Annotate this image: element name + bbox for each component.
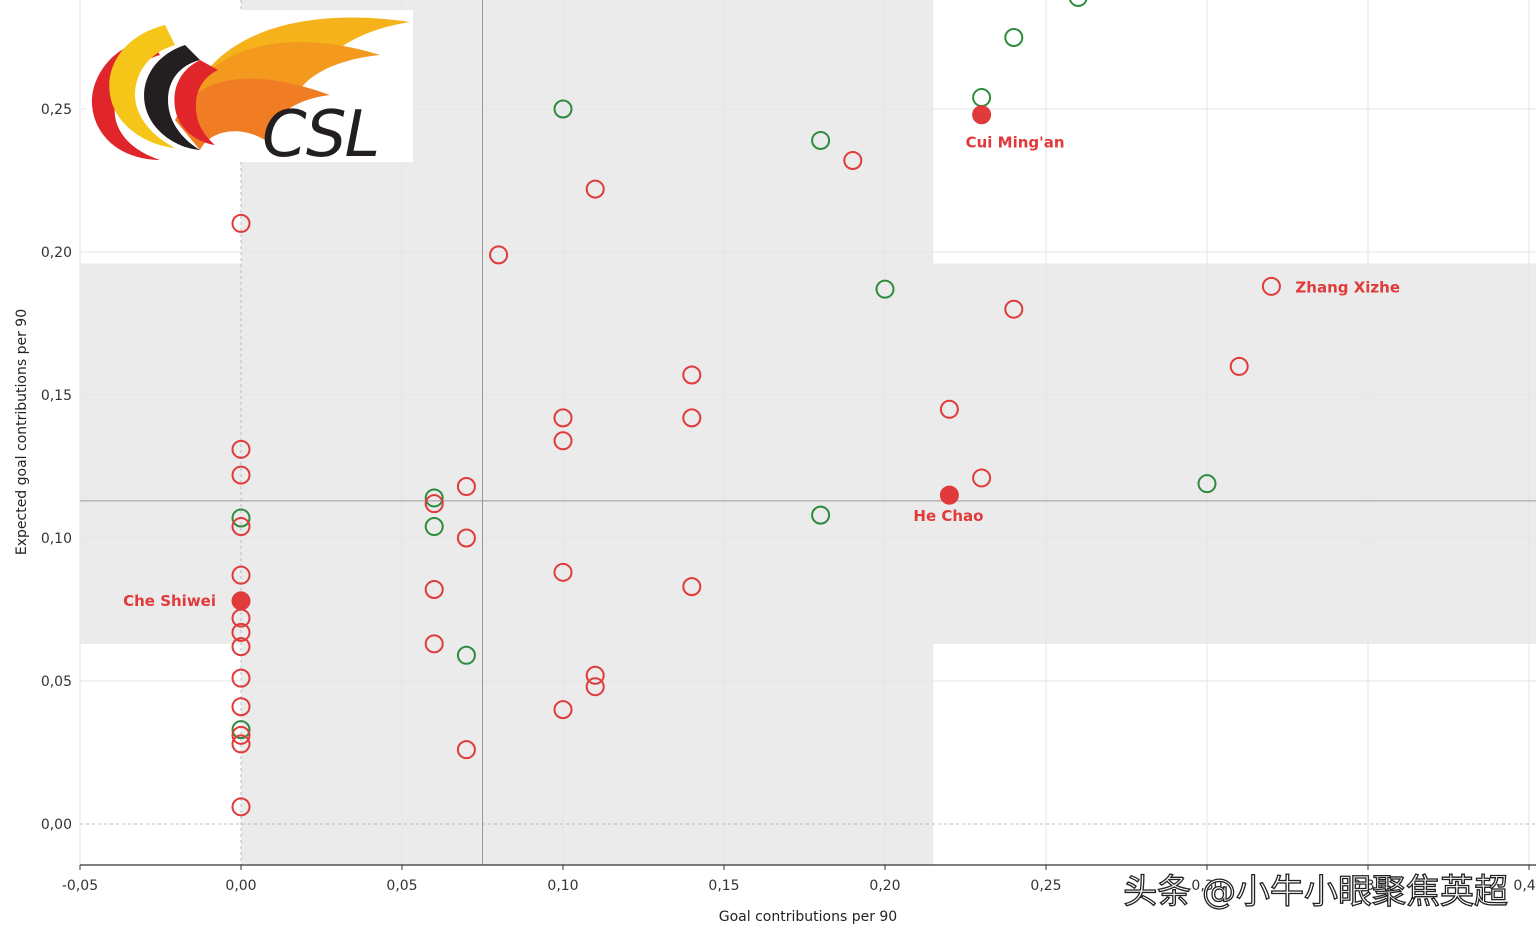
horizontal-shaded-band bbox=[80, 263, 1536, 644]
data-point bbox=[1229, 356, 1249, 376]
data-point bbox=[553, 700, 573, 720]
data-point bbox=[231, 668, 251, 688]
x-tick-label: 0,20 bbox=[869, 878, 900, 894]
data-point bbox=[875, 279, 895, 299]
data-point bbox=[231, 622, 251, 642]
data-point bbox=[231, 797, 251, 817]
axes bbox=[79, 864, 1536, 870]
data-point bbox=[231, 697, 251, 717]
data-point bbox=[424, 579, 444, 599]
data-point bbox=[553, 99, 573, 119]
data-points bbox=[231, 0, 1281, 817]
filled-data-point bbox=[939, 485, 959, 505]
data-point bbox=[682, 408, 702, 428]
data-point bbox=[682, 577, 702, 597]
data-point bbox=[231, 720, 251, 740]
data-point bbox=[231, 508, 251, 528]
x-tick-label: 0,10 bbox=[547, 878, 578, 894]
data-point bbox=[456, 740, 476, 760]
data-point bbox=[489, 245, 509, 265]
watermark-text: 头条 @小牛小眼聚焦英超 bbox=[1123, 872, 1508, 912]
data-point bbox=[1004, 28, 1024, 47]
point-label: He Chao bbox=[913, 507, 983, 525]
x-tick-label: 0,35 bbox=[1352, 878, 1383, 894]
grid-lines bbox=[79, 0, 1536, 865]
data-point bbox=[585, 665, 605, 685]
x-tick-label: 0,15 bbox=[708, 878, 739, 894]
data-point bbox=[231, 565, 251, 585]
y-tick-label: 0,15 bbox=[41, 388, 72, 404]
y-axis-title: Expected goal contributions per 90 bbox=[14, 309, 30, 555]
x-tick-label: 0,05 bbox=[386, 878, 417, 894]
data-point bbox=[231, 608, 251, 628]
data-point bbox=[231, 637, 251, 657]
data-point bbox=[231, 439, 251, 459]
y-tick-label: 0,05 bbox=[41, 674, 72, 690]
data-point bbox=[585, 677, 605, 697]
shaded-bands bbox=[80, 0, 1536, 865]
data-point bbox=[424, 494, 444, 514]
data-point bbox=[456, 645, 476, 665]
point-labels: PaulinhoOscarRenato AugustoMoisésFernand… bbox=[123, 134, 1400, 610]
filled-data-point bbox=[972, 105, 992, 125]
data-point bbox=[1069, 0, 1088, 7]
data-point bbox=[585, 179, 605, 199]
data-point bbox=[1261, 276, 1281, 296]
data-point bbox=[1004, 299, 1024, 319]
data-point bbox=[972, 88, 992, 108]
data-point bbox=[972, 468, 992, 488]
data-point bbox=[231, 734, 251, 754]
reference-lines bbox=[80, 0, 1536, 865]
data-point bbox=[424, 634, 444, 654]
x-tick-label: 0,30 bbox=[1191, 878, 1222, 894]
data-point bbox=[682, 365, 702, 385]
x-tick-label: 0,40 bbox=[1513, 878, 1536, 894]
csl-flame-logo: CSL bbox=[86, 10, 413, 172]
data-point bbox=[811, 130, 831, 150]
data-point bbox=[231, 725, 251, 745]
point-label: Zhang Xizhe bbox=[1295, 278, 1400, 296]
csl-logo-text: CSL bbox=[262, 98, 378, 172]
data-point bbox=[424, 488, 444, 508]
data-point bbox=[424, 517, 444, 537]
y-tick-label: 0,00 bbox=[41, 817, 72, 833]
x-tick-label: 0,00 bbox=[225, 878, 256, 894]
data-point bbox=[553, 562, 573, 582]
data-point bbox=[456, 528, 476, 548]
data-point bbox=[843, 150, 863, 170]
data-point bbox=[1197, 474, 1217, 494]
data-point bbox=[553, 408, 573, 428]
data-point bbox=[231, 517, 251, 537]
x-tick-label: 0,25 bbox=[1030, 878, 1061, 894]
filled-data-point bbox=[231, 591, 251, 611]
y-tick-label: 0,20 bbox=[41, 245, 72, 261]
data-point bbox=[456, 477, 476, 497]
x-axis-title: Goal contributions per 90 bbox=[719, 909, 897, 925]
data-point bbox=[231, 213, 251, 233]
y-tick-label: 0,25 bbox=[41, 102, 72, 118]
data-point bbox=[811, 505, 831, 525]
x-tick-label: -0,05 bbox=[62, 878, 98, 894]
data-point bbox=[939, 399, 959, 419]
data-point bbox=[553, 431, 573, 451]
x-tick-labels: -0,10-0,050,000,050,100,150,200,250,300,… bbox=[62, 878, 1536, 894]
y-tick-label: 0,10 bbox=[41, 531, 72, 547]
point-label: Cui Ming'an bbox=[966, 134, 1065, 152]
data-point bbox=[231, 465, 251, 485]
y-tick-labels: 0,000,050,100,150,200,250,300,350,400,45… bbox=[41, 102, 72, 833]
point-label: Che Shiwei bbox=[123, 592, 216, 610]
